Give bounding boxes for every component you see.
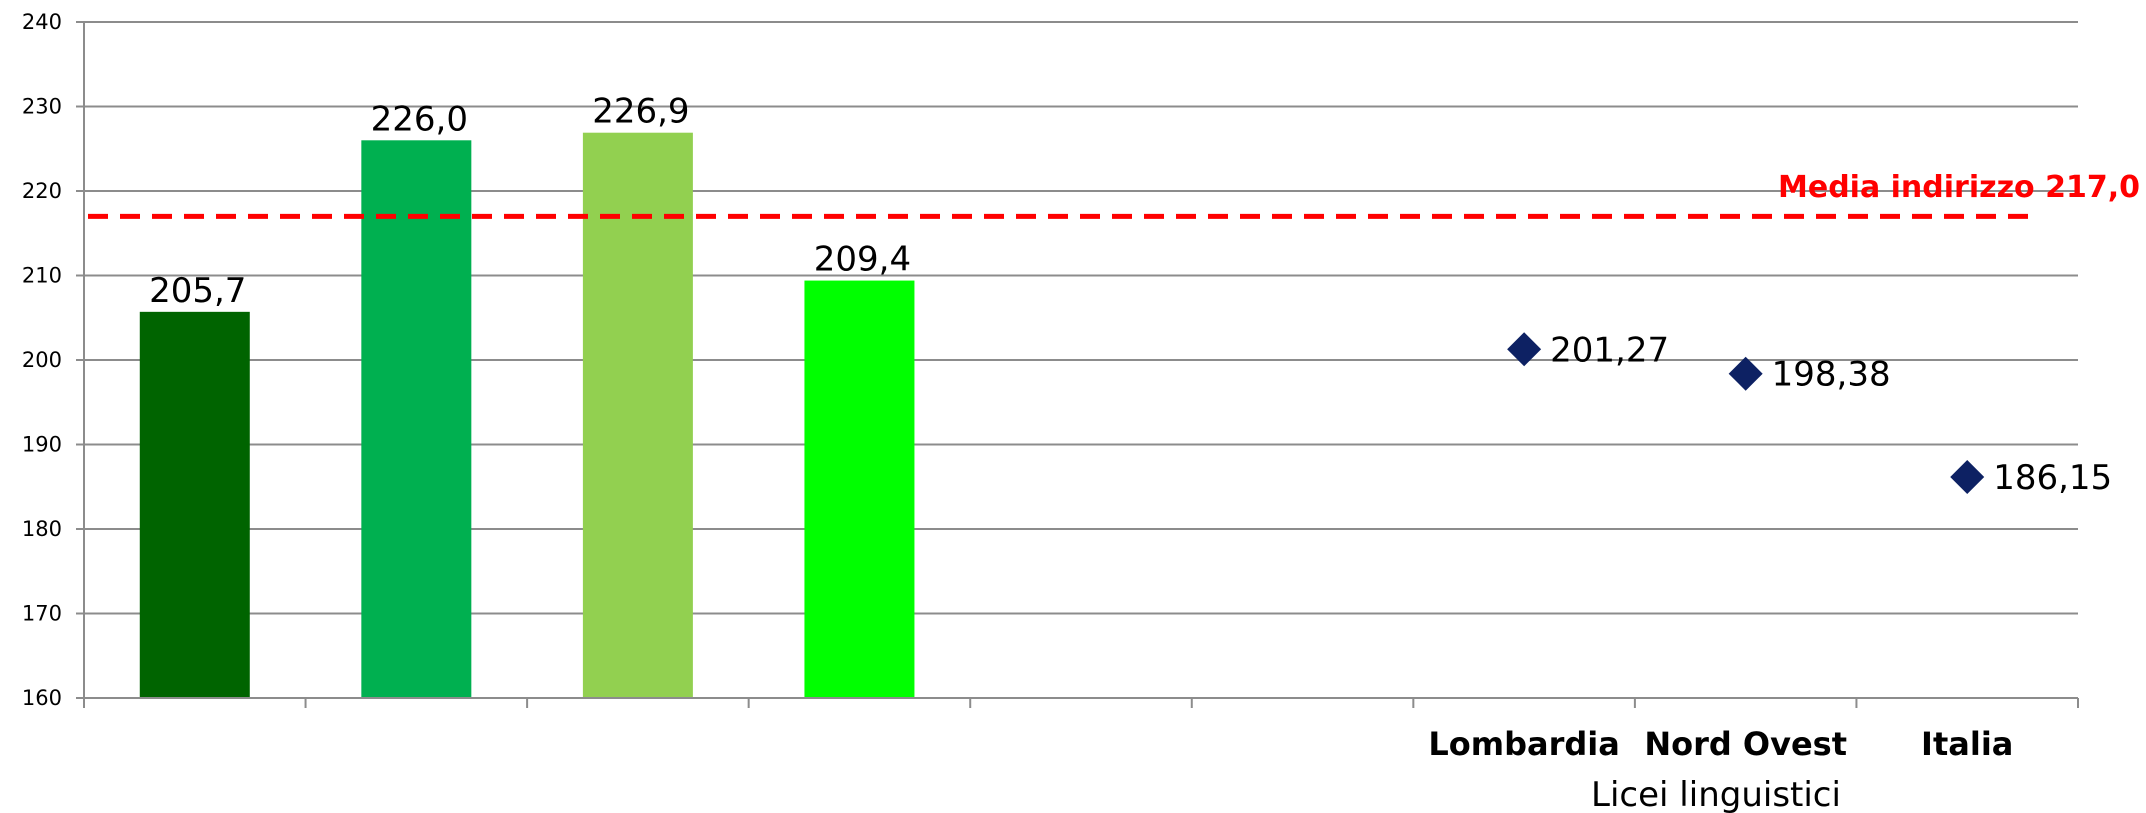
- point-data-label: 186,15: [1993, 458, 2112, 498]
- x-category-label: Lombardia: [1428, 725, 1619, 763]
- y-tick-label: 200: [22, 348, 62, 372]
- data-point-marker: [1728, 356, 1763, 391]
- x-axis-category-labels: Lombardia Nord Ovest Italia: [1428, 725, 2013, 763]
- y-tick-label: 210: [22, 264, 62, 288]
- point-data-label: 201,27: [1550, 330, 1669, 370]
- axes: [83, 22, 2079, 708]
- x-axis-title: Licei linguistici: [1591, 775, 1841, 813]
- x-category-label: Nord Ovest: [1644, 725, 1847, 763]
- y-tick-label: 230: [22, 95, 62, 119]
- data-point-marker: [1950, 460, 1985, 495]
- bar: [361, 140, 472, 699]
- bar-data-label: 209,4: [814, 240, 911, 280]
- y-axis-tick-labels: 160 170 180 190 200 210 220 230 240: [22, 10, 62, 710]
- scatter-points: 201,27 198,38 186,15: [1507, 330, 2112, 498]
- y-tick-label: 240: [22, 10, 62, 34]
- reference-line-group: Media indirizzo 217,0: [88, 170, 2140, 219]
- y-tick-label: 190: [22, 433, 62, 457]
- y-tick-label: 180: [22, 517, 62, 541]
- y-tick-label: 160: [22, 686, 62, 710]
- reference-line-label: Media indirizzo 217,0: [1778, 170, 2140, 205]
- bar-data-label: 226,0: [371, 99, 468, 139]
- point-data-label: 198,38: [1772, 355, 1891, 395]
- bars: 205,7 226,0 226,9 209,4: [139, 92, 915, 699]
- data-point-marker: [1507, 332, 1542, 367]
- y-tick-label: 170: [22, 602, 62, 626]
- bar: [139, 311, 250, 698]
- bar: [804, 280, 915, 698]
- x-category-label: Italia: [1921, 725, 2013, 763]
- bar-data-label: 226,9: [592, 92, 689, 132]
- bar-data-label: 205,7: [149, 271, 246, 311]
- bar: [582, 132, 693, 698]
- y-tick-label: 220: [22, 179, 62, 203]
